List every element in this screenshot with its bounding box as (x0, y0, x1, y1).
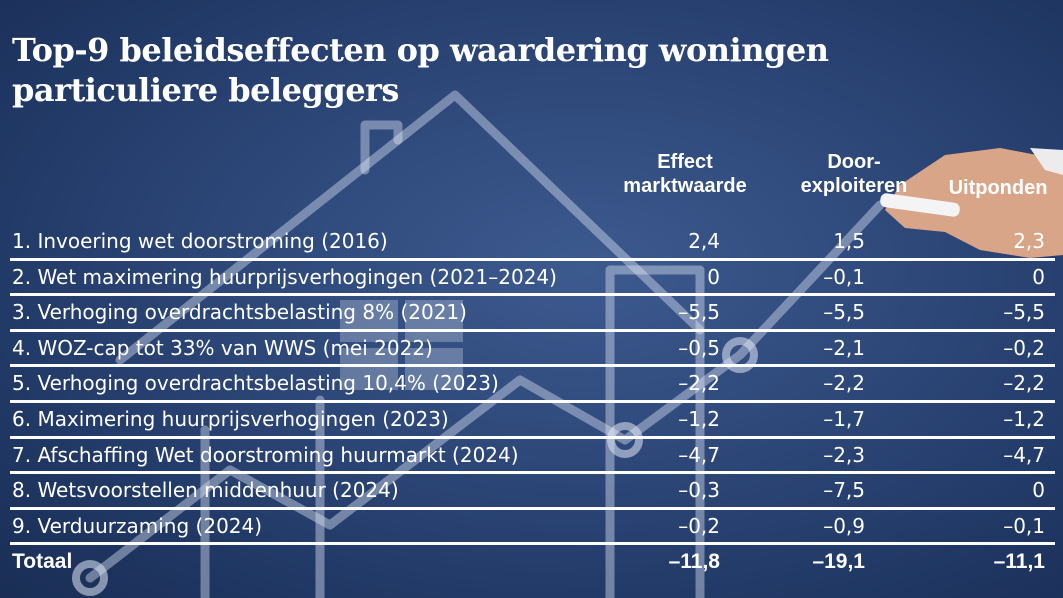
column-header-effect-line-2: marktwaarde (623, 175, 747, 197)
table-row: 2. Wet maximering huurprijsverhogingen (… (10, 261, 1055, 297)
uit-value: –0,1 (1003, 513, 1045, 538)
effect-value: –0,2 (678, 513, 720, 538)
column-header-effect-marktwaarde: Effect marktwaarde (610, 150, 760, 198)
uit-value: –4,7 (1003, 442, 1045, 467)
row-label: 8. Wetsvoorstellen middenhuur (2024) (12, 478, 399, 503)
door-value: –0,9 (823, 513, 865, 538)
row-label: 7. Afschaffing Wet doorstroming huurmark… (12, 442, 519, 467)
row-label: 6. Maximering huurprijsverhogingen (2023… (12, 406, 449, 431)
column-header-door-line-2: exploiteren (800, 175, 908, 197)
table-row: 8. Wetsvoorstellen middenhuur (2024) –0,… (10, 474, 1055, 510)
total-uit-value: –11,1 (993, 550, 1045, 574)
table-row: 6. Maximering huurprijsverhogingen (2023… (10, 403, 1055, 439)
row-label: 1. Invoering wet doorstroming (2016) (12, 229, 388, 253)
row-label: 9. Verduurzaming (2024) (12, 513, 263, 538)
policy-effects-table: 1. Invoering wet doorstroming (2016) 2,4… (10, 225, 1055, 581)
door-value: –2,3 (823, 442, 865, 467)
total-effect-value: –11,8 (668, 550, 720, 574)
table-row: 7. Afschaffing Wet doorstroming huurmark… (10, 439, 1055, 475)
door-value: –2,2 (823, 371, 865, 396)
door-value: –7,5 (823, 478, 865, 503)
table-row: 5. Verhoging overdrachtsbelasting 10,4% … (10, 367, 1055, 403)
door-value: –2,1 (823, 335, 865, 360)
column-header-door-line-1: Door- (827, 151, 881, 173)
effect-value: –5,5 (678, 300, 720, 325)
row-label: 5. Verhoging overdrachtsbelasting 10,4% … (12, 371, 499, 396)
effect-value: –0,3 (678, 478, 720, 503)
uit-value: 2,3 (1013, 229, 1045, 253)
title-line-2: particuliere beleggers (12, 71, 399, 109)
effect-value: –2,2 (678, 371, 720, 396)
uit-value: –0,2 (1003, 335, 1045, 360)
table-row: 4. WOZ-cap tot 33% van WWS (mei 2022) –0… (10, 332, 1055, 368)
door-value: –0,1 (823, 264, 865, 289)
total-door-value: –19,1 (812, 550, 865, 574)
effect-value: –0,5 (678, 335, 720, 360)
total-row: Totaal –11,8 –19,1 –11,1 (10, 545, 1055, 581)
row-label: 4. WOZ-cap tot 33% van WWS (mei 2022) (12, 335, 433, 360)
door-value: 1,5 (833, 229, 865, 253)
effect-value: –1,2 (678, 406, 720, 431)
column-header-uitponden: Uitponden (948, 177, 1048, 199)
table-row: 1. Invoering wet doorstroming (2016) 2,4… (10, 225, 1055, 261)
door-value: –5,5 (823, 300, 865, 325)
column-header-doorexploiteren: Door- exploiteren (790, 150, 918, 198)
row-label: 3. Verhoging overdrachtsbelasting 8% (20… (12, 300, 467, 325)
table-row: 9. Verduurzaming (2024) –0,2 –0,9 –0,1 (10, 510, 1055, 546)
hand-with-chalk (880, 148, 1063, 258)
uit-value: –2,2 (1003, 371, 1045, 396)
uit-value: –1,2 (1003, 406, 1045, 431)
row-label: 2. Wet maximering huurprijsverhogingen (… (12, 264, 557, 289)
column-header-effect-line-1: Effect (657, 151, 713, 173)
effect-value: –4,7 (678, 442, 720, 467)
effect-value: 0 (707, 264, 720, 289)
total-label: Totaal (12, 550, 73, 574)
uit-value: –5,5 (1003, 300, 1045, 325)
uit-value: 0 (1032, 478, 1045, 503)
effect-value: 2,4 (688, 229, 720, 253)
door-value: –1,7 (823, 406, 865, 431)
title-line-1: Top-9 beleidseffecten op waardering woni… (12, 31, 829, 69)
page-title: Top-9 beleidseffecten op waardering woni… (12, 30, 829, 110)
table-row: 3. Verhoging overdrachtsbelasting 8% (20… (10, 296, 1055, 332)
uit-value: 0 (1032, 264, 1045, 289)
